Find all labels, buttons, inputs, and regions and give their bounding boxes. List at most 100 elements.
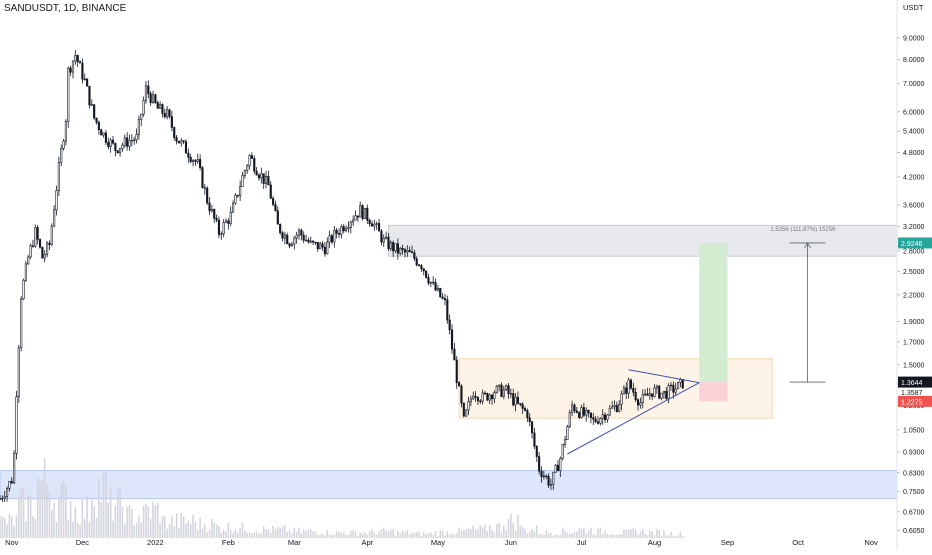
volume-bar xyxy=(274,528,277,538)
candle-body xyxy=(396,243,399,254)
candle xyxy=(582,402,585,417)
volume-bar xyxy=(18,495,20,538)
candle xyxy=(396,238,399,260)
candle xyxy=(446,295,449,324)
candle-body xyxy=(290,243,294,247)
candle xyxy=(519,402,522,407)
candle xyxy=(104,129,108,146)
candle xyxy=(222,219,225,238)
candle-body xyxy=(137,119,140,135)
candle xyxy=(159,101,162,109)
volume-bar xyxy=(102,470,105,538)
candle-body xyxy=(126,137,129,147)
candle-body xyxy=(255,170,258,176)
candle xyxy=(554,463,557,473)
volume-bar xyxy=(486,531,489,538)
candle-body xyxy=(486,392,489,401)
candle xyxy=(128,134,131,151)
triangle-lower-line xyxy=(567,382,700,455)
candle xyxy=(323,242,326,257)
candle xyxy=(639,397,642,409)
candle xyxy=(312,240,315,246)
volume-bar xyxy=(239,527,241,538)
volume-bar xyxy=(394,535,397,538)
candle xyxy=(20,296,23,352)
volume-bar xyxy=(265,529,267,538)
candle xyxy=(561,443,564,461)
candle xyxy=(655,384,658,394)
candle xyxy=(651,393,654,401)
candle-body xyxy=(201,167,204,188)
volume-bar xyxy=(41,479,44,538)
volume-bar xyxy=(510,514,512,538)
candle xyxy=(227,218,230,230)
volume-bar xyxy=(653,535,656,538)
candle-body xyxy=(658,385,661,399)
volume-bar xyxy=(211,518,213,538)
candle xyxy=(512,388,515,407)
candle-body xyxy=(545,475,548,478)
candle-body xyxy=(199,159,202,168)
volume-bar xyxy=(131,509,133,538)
volume-bar xyxy=(60,484,62,538)
candle xyxy=(363,207,366,219)
volume-bar xyxy=(305,530,307,538)
candle-body xyxy=(394,243,397,252)
candle-body xyxy=(345,228,348,232)
volume-bar xyxy=(413,532,416,538)
y-tick-label: 3.6000 xyxy=(903,203,925,210)
y-tick-label: 5.4000 xyxy=(903,129,925,136)
volume-bar xyxy=(491,530,493,538)
candle xyxy=(213,208,216,223)
volume-bar xyxy=(244,530,246,538)
candle-body xyxy=(180,140,183,144)
candle-body xyxy=(222,222,225,235)
candle xyxy=(316,242,319,252)
candle xyxy=(413,249,416,262)
volume-bar xyxy=(164,516,166,538)
y-tick-label: 1.7000 xyxy=(903,339,925,346)
volume-bar xyxy=(564,531,566,538)
candle xyxy=(144,80,148,104)
candle-body xyxy=(274,204,277,212)
volume-bar xyxy=(302,529,305,538)
candle xyxy=(538,452,541,475)
candle xyxy=(377,219,381,232)
volume-bar xyxy=(432,534,434,538)
candle-body xyxy=(78,61,82,64)
candle-body xyxy=(210,208,213,212)
candle-body xyxy=(366,207,369,221)
candle-body xyxy=(361,205,364,219)
candle-body xyxy=(505,385,508,391)
candle xyxy=(373,219,376,231)
candle-body xyxy=(93,104,96,119)
volume-bar xyxy=(630,529,632,538)
volume-bar xyxy=(307,529,310,538)
candle-body xyxy=(608,407,611,416)
candle-body xyxy=(571,404,574,413)
candle-body xyxy=(474,395,477,398)
candle xyxy=(17,345,20,403)
candle-body xyxy=(269,184,272,199)
candle-body xyxy=(95,117,98,123)
volume-bar xyxy=(124,524,126,538)
volume-bar xyxy=(361,533,364,538)
candle xyxy=(429,281,432,287)
candle-body xyxy=(76,55,79,63)
price-badge xyxy=(898,395,932,407)
volume-bar xyxy=(364,531,366,538)
candle xyxy=(151,90,155,104)
candle xyxy=(542,470,545,480)
candle-body xyxy=(601,414,604,419)
candle xyxy=(469,395,472,407)
candle-body xyxy=(589,412,593,418)
candle xyxy=(187,148,190,163)
candle-body xyxy=(102,132,105,136)
candle-body xyxy=(248,155,251,166)
candle-body xyxy=(312,240,315,243)
candle xyxy=(286,232,289,245)
candle-body xyxy=(450,329,454,350)
candle-body xyxy=(632,387,635,393)
